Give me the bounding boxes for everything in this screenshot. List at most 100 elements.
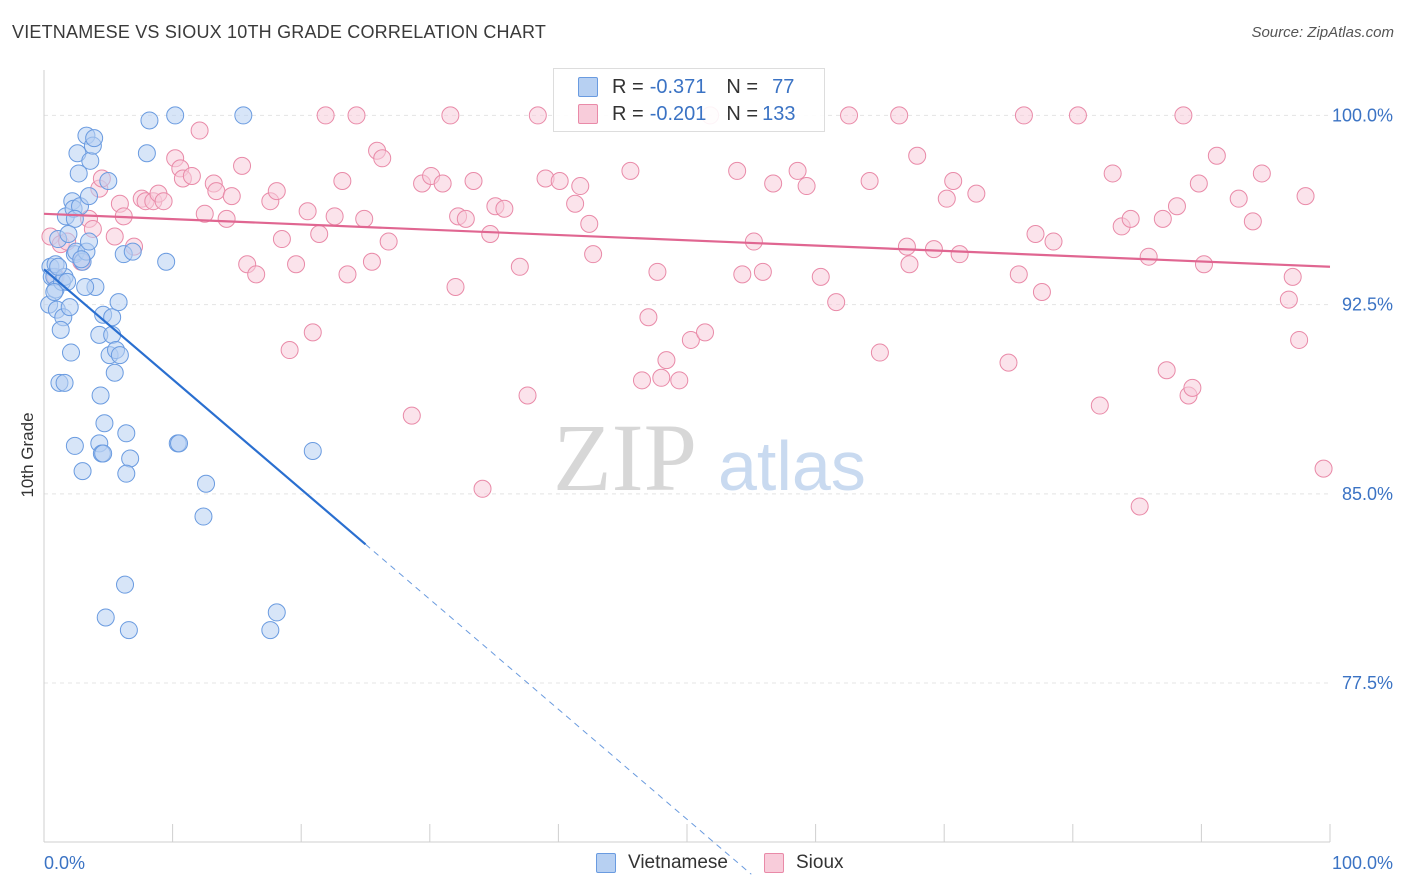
vietnamese-point: [197, 474, 216, 493]
sioux-point: [670, 371, 689, 390]
sioux-point: [464, 172, 483, 191]
legend-r-label: R =: [612, 75, 644, 98]
sioux-point: [1194, 255, 1213, 274]
sioux-point: [373, 149, 392, 168]
sioux-point: [1026, 224, 1045, 243]
vietnamese-point: [117, 424, 136, 443]
vietnamese-point: [103, 308, 122, 327]
sioux-point: [937, 189, 956, 208]
vietnamese-point: [55, 373, 74, 392]
bottom-legend-label-vietnamese: Vietnamese: [628, 852, 728, 873]
sioux-point: [1068, 106, 1087, 125]
vietnamese-point: [96, 608, 115, 627]
sioux-point: [1130, 497, 1149, 516]
y-axis-label: 10th Grade: [18, 412, 37, 497]
sioux-point: [379, 232, 398, 251]
sioux-point: [797, 177, 816, 196]
sioux-point: [1174, 106, 1193, 125]
legend-swatch-sioux: [578, 104, 598, 124]
vietnamese-point: [116, 575, 135, 594]
vietnamese-point: [80, 232, 99, 251]
tick-labels: 77.5% 85.0% 92.5% 100.0% 0.0% 100.0%: [44, 105, 1393, 873]
sioux-point: [298, 202, 317, 221]
vietnamese-trend-line: [43, 268, 367, 546]
sioux-point: [233, 156, 252, 175]
vietnamese-trend-extension: [365, 543, 752, 875]
vietnamese-point: [166, 106, 185, 125]
legend-n-value: 77: [772, 75, 795, 98]
sioux-point: [811, 267, 830, 286]
sioux-trend-line: [43, 212, 1331, 268]
sioux-point: [1103, 164, 1122, 183]
vietnamese-point: [72, 250, 91, 269]
sioux-point: [338, 265, 357, 284]
sioux-point: [1044, 232, 1063, 251]
sioux-point: [247, 265, 266, 284]
sioux-point: [1279, 290, 1298, 309]
y-tick-label: 100.0%: [1332, 105, 1393, 125]
vietnamese-point: [80, 187, 99, 206]
vietnamese-point: [81, 151, 100, 170]
sioux-point: [1157, 361, 1176, 380]
bottom-legend-label-sioux: Sioux: [796, 852, 844, 873]
sioux-point: [999, 353, 1018, 372]
sioux-point: [1183, 378, 1202, 397]
vietnamese-point: [60, 298, 79, 317]
watermark: ZIP atlas: [553, 404, 866, 511]
sioux-point: [1252, 164, 1271, 183]
axes: [43, 70, 1331, 843]
sioux-point: [1153, 209, 1172, 228]
vietnamese-point: [303, 441, 322, 460]
y-tick-label: 85.0%: [1342, 484, 1393, 504]
legend-r-value: -0.371: [649, 75, 707, 98]
sioux-point: [355, 209, 374, 228]
bottom-legend-swatch-sioux: [764, 853, 784, 873]
sioux-point: [518, 386, 537, 405]
vietnamese-point: [73, 462, 92, 481]
vietnamese-point: [45, 283, 64, 302]
sioux-point: [316, 106, 335, 125]
sioux-point: [325, 207, 344, 226]
sioux-point: [827, 293, 846, 312]
sioux-point: [528, 106, 547, 125]
sioux-point: [362, 252, 381, 271]
vietnamese-point: [261, 621, 280, 640]
vietnamese-point: [170, 434, 189, 453]
vietnamese-point: [119, 621, 138, 640]
legend-n-label: N =: [726, 75, 759, 98]
sioux-point: [1167, 197, 1186, 216]
legend-row-vietnamese: R = -0.371 N = 77: [578, 75, 794, 99]
sioux-point: [267, 182, 286, 201]
vietnamese-point: [62, 343, 81, 362]
vietnamese-point: [51, 320, 70, 339]
vietnamese-points: [40, 106, 322, 640]
sioux-point: [840, 106, 859, 125]
sioux-point: [753, 262, 772, 281]
sioux-point: [347, 106, 366, 125]
sioux-point: [1296, 187, 1315, 206]
sioux-point: [207, 182, 226, 201]
sioux-point: [1121, 209, 1140, 228]
sioux-point: [1090, 396, 1109, 415]
sioux-point: [495, 199, 514, 218]
sioux-point: [890, 106, 909, 125]
sioux-point: [182, 166, 201, 185]
vietnamese-point: [69, 164, 88, 183]
vietnamese-point: [123, 242, 142, 261]
watermark-atlas: atlas: [718, 427, 866, 505]
sioux-point: [1139, 247, 1158, 266]
sioux-point: [639, 308, 658, 327]
sioux-point: [788, 161, 807, 180]
vietnamese-point: [59, 224, 78, 243]
sioux-point: [584, 245, 603, 264]
sioux-point: [681, 330, 700, 349]
sioux-point: [696, 323, 715, 342]
sioux-point: [1189, 174, 1208, 193]
vietnamese-point: [137, 144, 156, 163]
vietnamese-point: [105, 363, 124, 382]
sioux-point: [566, 194, 585, 213]
chart-title: VIETNAMESE VS SIOUX 10TH GRADE CORRELATI…: [12, 22, 547, 42]
sioux-point: [657, 351, 676, 370]
y-tick-label: 92.5%: [1342, 295, 1393, 315]
vietnamese-point: [117, 464, 136, 483]
